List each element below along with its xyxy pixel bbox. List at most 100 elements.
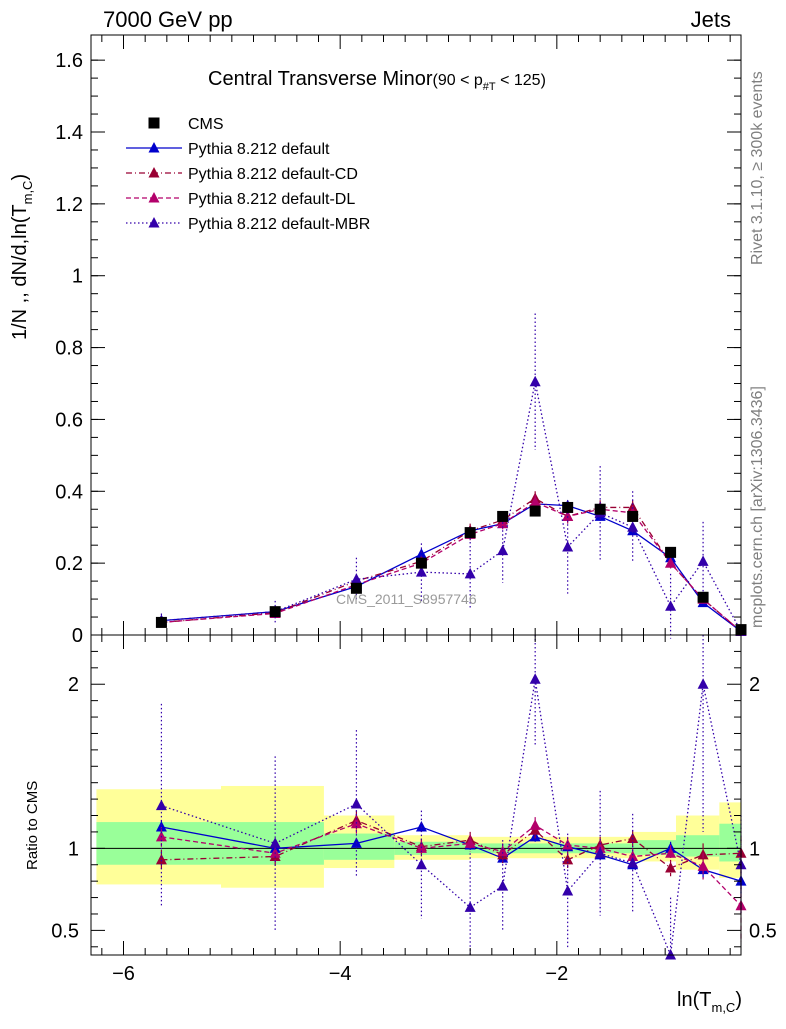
series-pythia-8-212-default-mbr: [155, 313, 747, 639]
xtick-label: −6: [112, 963, 135, 985]
data-point: [627, 857, 639, 868]
data-point: [665, 600, 677, 611]
legend-marker: [148, 167, 160, 178]
legend-entry-pythia-8-212-default-mbr: Pythia 8.212 default-MBR: [126, 216, 370, 233]
data-point: [562, 885, 574, 896]
data-point: [155, 616, 167, 628]
data-point: [415, 821, 427, 832]
main-title-suffix: (90 < p: [433, 72, 483, 89]
ratio-ytick-label-right: 0.5: [749, 920, 777, 942]
legend-marker: [148, 117, 160, 129]
data-point: [464, 837, 476, 848]
main-ylabel-sub: m,C: [20, 181, 35, 205]
data-point: [665, 862, 677, 873]
ratio-ytick-label: 2: [68, 674, 79, 696]
ratio-ytick-label-right: 1: [749, 838, 760, 860]
data-point: [665, 557, 677, 568]
header-left: 7000 GeV pp: [103, 7, 233, 32]
data-point: [594, 847, 606, 858]
xlabel-sub: m,C: [711, 1000, 735, 1015]
legend-entry-cms: CMS: [148, 116, 224, 133]
data-point: [562, 510, 574, 521]
ratio-ytick-label-right: 2: [749, 674, 760, 696]
main-ytick-label: 0: [72, 625, 83, 647]
header-right: Jets: [691, 7, 731, 32]
data-point: [497, 845, 509, 857]
main-ytick-label: 1.4: [55, 122, 83, 144]
series-line: [161, 497, 742, 632]
legend: CMS Pythia 8.212 default Pythia 8.212 defa…: [126, 116, 370, 233]
legend-marker: [148, 142, 160, 153]
data-point: [155, 853, 167, 865]
ratio-panel: [91, 635, 747, 960]
data-point: [627, 521, 639, 532]
main-ytick-label: 1.2: [55, 194, 83, 216]
data-point: [562, 853, 574, 865]
data-point: [269, 606, 281, 618]
data-point: [529, 673, 541, 684]
legend-marker: [148, 192, 160, 203]
series-line: [161, 501, 742, 632]
ratio-band-inner-6: [676, 835, 720, 857]
legend-marker: [148, 217, 160, 228]
xlabel-end: ): [735, 989, 742, 1011]
data-point: [415, 858, 427, 870]
data-point: [562, 501, 574, 513]
data-point: [594, 503, 606, 515]
ratio-ylabel: Ratio to CMS: [24, 781, 41, 870]
data-point: [697, 860, 709, 871]
main-title: Central Transverse Minor(90 < p#T < 125): [208, 68, 546, 93]
data-point: [665, 546, 677, 558]
data-point: [697, 555, 709, 566]
data-point: [350, 582, 362, 594]
data-point: [627, 850, 639, 862]
data-point: [665, 847, 677, 858]
ratio-panel-frame: [90, 634, 742, 956]
data-point: [415, 557, 427, 569]
main-ytick-label: 0.6: [55, 409, 83, 431]
data-point: [497, 510, 509, 522]
data-point: [627, 832, 639, 843]
main-title-sub: #T: [483, 81, 496, 93]
main-ytick-label: 1.6: [55, 50, 83, 72]
ratio-band-inner-7: [719, 823, 741, 862]
data-point: [464, 567, 476, 579]
data-point: [562, 839, 574, 850]
main-title-text: Central Transverse Minor: [208, 68, 433, 90]
data-point: [497, 544, 509, 556]
series-line: [161, 503, 742, 632]
xtick-label: −2: [545, 963, 568, 985]
legend-label: Pythia 8.212 default-MBR: [188, 216, 370, 233]
main-ylabel: 1/N ,, dN/d,ln(Tm,C): [9, 174, 35, 340]
main-title-end: < 125): [496, 72, 546, 89]
data-point: [350, 798, 362, 809]
data-point: [415, 566, 427, 577]
watermark: CMS_2011_S8957746: [336, 591, 477, 607]
main-ylabel-text: 1/N ,, dN/d,ln(T: [9, 204, 31, 340]
data-point: [155, 821, 167, 832]
ratio-ytick-label: 0.5: [51, 920, 79, 942]
xtick-label: −4: [329, 963, 352, 985]
xlabel-text: ln(T: [677, 989, 711, 1011]
data-point: [697, 591, 709, 603]
main-ytick-label: 0.4: [55, 481, 83, 503]
legend-label: Pythia 8.212 default-CD: [188, 166, 358, 183]
legend-label: CMS: [188, 116, 224, 133]
legend-label: Pythia 8.212 default: [188, 141, 330, 158]
legend-entry-pythia-8-212-default-cd: Pythia 8.212 default-CD: [126, 166, 358, 183]
data-point: [529, 505, 541, 517]
data-point: [665, 949, 677, 960]
data-point: [529, 375, 541, 387]
legend-entry-pythia-8-212-default-dl: Pythia 8.212 default-DL: [126, 191, 355, 208]
data-point: [697, 678, 709, 689]
data-point: [497, 880, 509, 891]
data-point: [627, 510, 639, 522]
main-ylabel-end: ): [9, 174, 31, 181]
side-label-bottom: mcplots.cern.ch [arXiv:1306.3436]: [749, 386, 766, 628]
data-point: [155, 799, 167, 811]
main-ytick-label: 0.8: [55, 338, 83, 360]
data-point: [415, 548, 427, 559]
legend-entry-pythia-8-212-default: Pythia 8.212 default: [126, 141, 330, 158]
data-point: [464, 901, 476, 912]
data-point: [269, 837, 281, 848]
